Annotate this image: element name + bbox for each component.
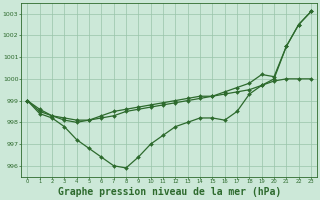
X-axis label: Graphe pression niveau de la mer (hPa): Graphe pression niveau de la mer (hPa) <box>58 187 281 197</box>
